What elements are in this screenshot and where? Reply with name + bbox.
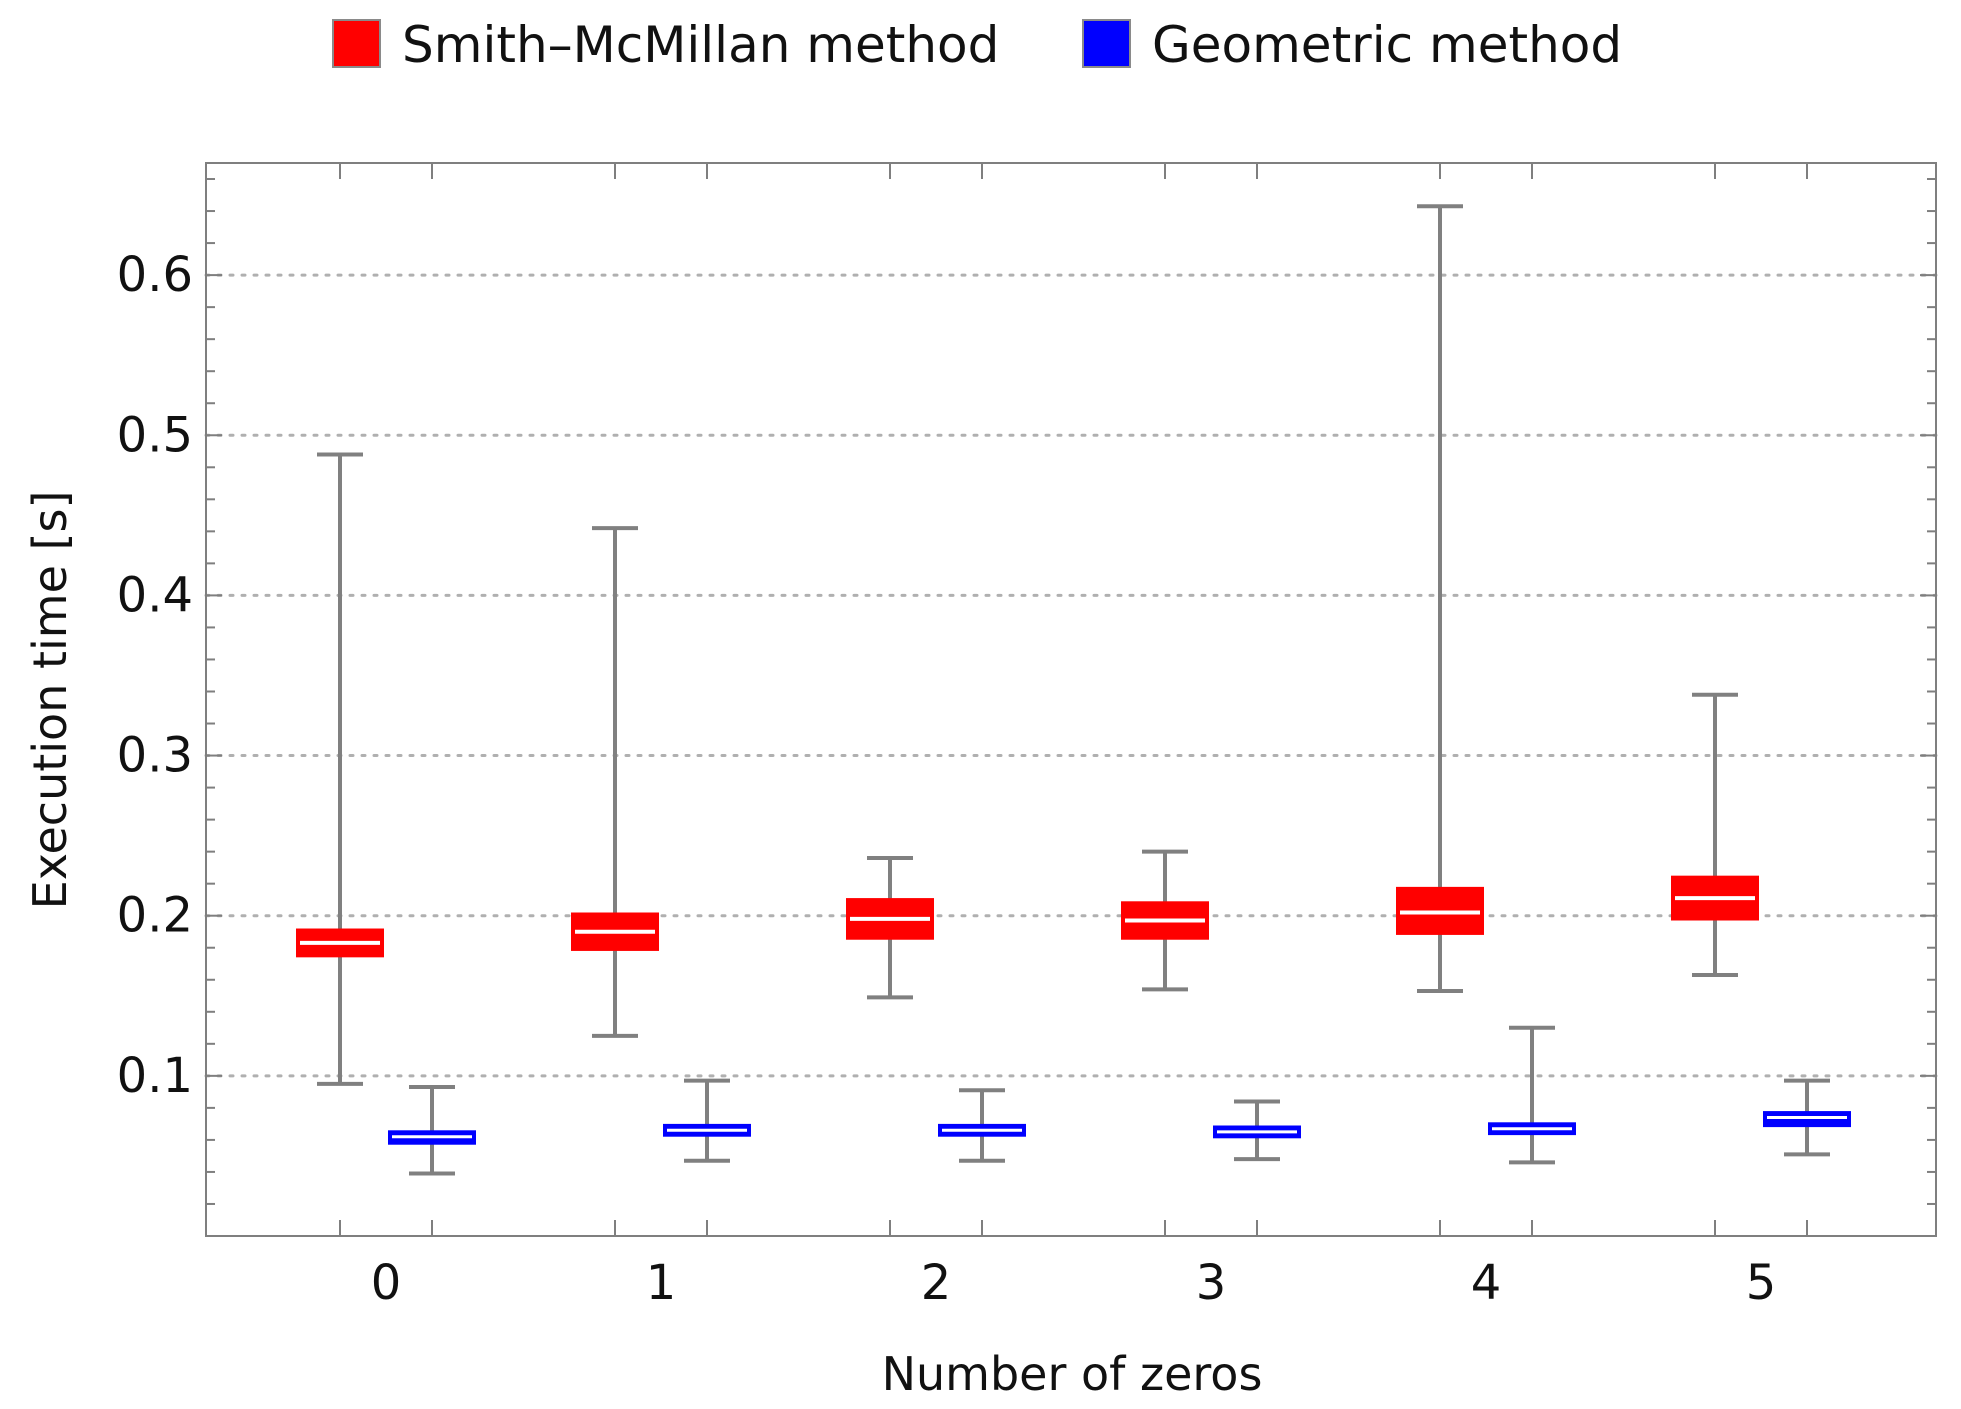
box-geometric-1: [663, 1078, 751, 1163]
y-tick-labels: 0.1 0.2 0.3 0.4 0.5 0.6: [117, 247, 193, 1104]
box-smith-mcmillan-1: [571, 526, 659, 1038]
box-body: [1763, 1111, 1851, 1128]
legend: Smith–McMillan method Geometric method: [332, 16, 1622, 74]
legend-label-geometric: Geometric method: [1152, 16, 1622, 74]
boxes: [296, 204, 1851, 1176]
y-tick-label-0.3: 0.3: [117, 728, 193, 784]
plot-frame: [205, 162, 1937, 1237]
box-geometric-3: [1213, 1099, 1301, 1162]
legend-item-smith-mcmillan: Smith–McMillan method: [332, 16, 999, 74]
y-tick-label-0.1: 0.1: [117, 1048, 193, 1104]
x-tick-label-5: 5: [1746, 1255, 1777, 1311]
y-tick-label-0.6: 0.6: [117, 247, 193, 303]
legend-label-smith-mcmillan: Smith–McMillan method: [402, 16, 999, 74]
y-tick-label-0.5: 0.5: [117, 407, 193, 463]
x-tick-label-2: 2: [921, 1255, 952, 1311]
box-smith-mcmillan-3: [1121, 849, 1209, 992]
x-tick-label-0: 0: [371, 1255, 402, 1311]
legend-item-geometric: Geometric method: [1082, 16, 1622, 74]
legend-swatch-geometric: [1082, 19, 1131, 68]
box-geometric-5: [1763, 1078, 1851, 1157]
box-smith-mcmillan-5: [1671, 692, 1759, 977]
box-smith-mcmillan-4: [1396, 204, 1484, 993]
box-geometric-2: [938, 1088, 1026, 1163]
plot-border: [205, 162, 1937, 1237]
x-tick-labels: 0 1 2 3 4 5: [371, 1255, 1777, 1311]
y-tick-label-0.2: 0.2: [117, 888, 193, 944]
x-tick-label-1: 1: [646, 1255, 677, 1311]
box-smith-mcmillan-2: [846, 856, 934, 1000]
box-geometric-0: [388, 1085, 476, 1176]
legend-swatch-smith-mcmillan: [332, 19, 381, 68]
gridlines: [204, 273, 1938, 1078]
x-axis-title: Number of zeros: [882, 1347, 1263, 1401]
y-tick-label-0.4: 0.4: [117, 567, 193, 623]
x-tick-label-3: 3: [1196, 1255, 1227, 1311]
box-smith-mcmillan-0: [296, 452, 384, 1086]
x-tick-label-4: 4: [1471, 1255, 1502, 1311]
box-geometric-4: [1488, 1025, 1576, 1165]
y-axis-title: Execution time [s]: [23, 491, 77, 910]
